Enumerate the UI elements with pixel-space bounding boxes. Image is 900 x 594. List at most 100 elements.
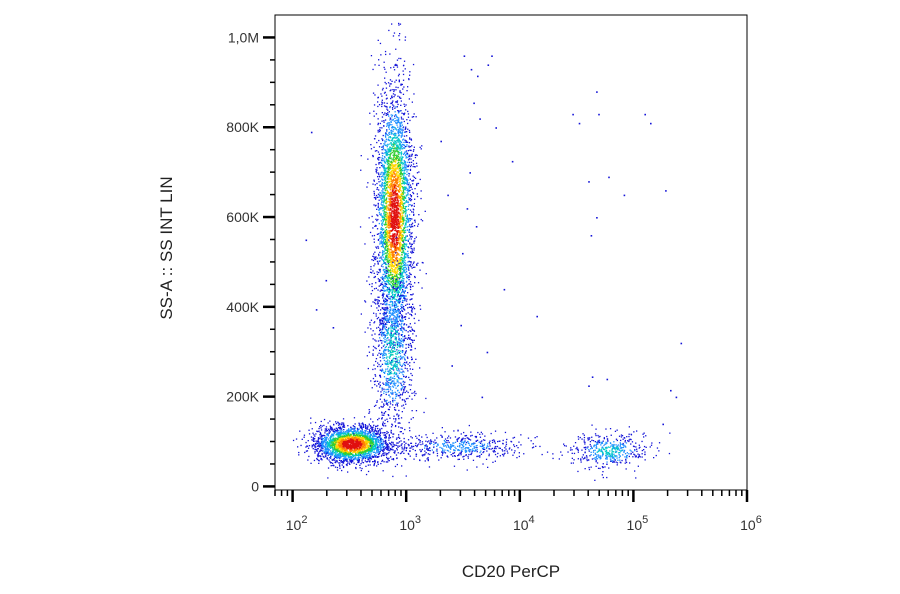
event-dot: [340, 443, 342, 445]
event-dot: [393, 212, 395, 214]
event-dot: [401, 365, 403, 368]
event-dot: [362, 439, 364, 442]
event-dot: [350, 433, 352, 435]
event-dot: [403, 361, 406, 364]
event-dot: [387, 175, 389, 177]
event-dot: [400, 231, 402, 233]
event-dot: [392, 253, 395, 255]
event-dot: [369, 436, 371, 438]
event-dot: [358, 445, 360, 447]
event-dot: [348, 436, 350, 438]
event-dot: [386, 144, 388, 146]
event-dot: [295, 438, 298, 440]
event-dot: [403, 292, 405, 294]
event-dot: [389, 206, 391, 208]
event-dot: [367, 425, 369, 427]
event-dot: [391, 138, 394, 140]
event-dot: [417, 225, 419, 227]
event-dot: [334, 428, 336, 430]
event-dot: [400, 334, 403, 336]
event-dot: [341, 423, 343, 425]
event-dot: [334, 440, 336, 442]
event-dot: [374, 339, 376, 341]
event-dot: [402, 257, 404, 260]
event-dot: [348, 445, 350, 447]
event-dot: [400, 249, 402, 251]
event-dot: [378, 271, 380, 274]
event-dot: [386, 212, 388, 214]
event-dot: [398, 234, 400, 236]
event-dot: [388, 446, 390, 449]
event-dot: [389, 290, 391, 292]
event-dot: [394, 301, 396, 304]
event-dot: [363, 444, 366, 447]
event-dot: [385, 249, 388, 251]
event-dot: [389, 274, 391, 277]
event-dot: [363, 426, 365, 428]
event-dot: [388, 169, 391, 171]
event-dot: [327, 448, 329, 451]
event-dot: [361, 434, 363, 436]
event-dot: [365, 424, 367, 427]
event-dot: [383, 259, 385, 261]
event-dot: [391, 288, 393, 291]
event-dot: [393, 32, 396, 34]
event-dot: [384, 275, 387, 278]
event-dot: [370, 55, 373, 57]
event-dot: [393, 140, 396, 142]
event-dot: [327, 434, 330, 436]
event-dot: [397, 202, 400, 205]
event-dot: [363, 425, 365, 427]
event-dot: [390, 114, 392, 116]
event-dot: [344, 450, 347, 452]
event-dot: [403, 327, 405, 329]
event-dot: [344, 439, 346, 441]
event-dot: [398, 139, 400, 141]
event-dot: [392, 126, 394, 128]
event-dot: [393, 126, 395, 128]
event-dot: [326, 436, 328, 439]
event-dot: [391, 158, 393, 160]
event-dot: [379, 312, 381, 315]
event-dot: [397, 213, 399, 215]
event-dot: [377, 450, 380, 452]
event-dot: [350, 460, 353, 463]
event-dot: [373, 433, 375, 435]
event-dot: [402, 204, 404, 207]
event-dot: [400, 145, 402, 147]
event-dot: [388, 339, 390, 341]
event-dot: [363, 443, 365, 445]
event-dot: [404, 68, 406, 70]
event-dot: [386, 267, 388, 269]
event-dot: [389, 139, 391, 142]
event-dot: [383, 208, 386, 210]
event-dot: [360, 439, 363, 441]
event-dot: [396, 296, 398, 298]
event-dot: [321, 434, 323, 437]
event-dot: [405, 304, 407, 306]
event-dot: [369, 437, 371, 439]
event-dot: [404, 192, 406, 194]
event-dot: [392, 164, 394, 166]
event-dot: [370, 293, 372, 295]
event-dot: [319, 450, 321, 452]
event-dot: [381, 184, 383, 186]
event-dot: [332, 459, 334, 461]
event-dot: [402, 370, 404, 372]
event-dot: [367, 453, 369, 455]
event-dot: [401, 262, 403, 264]
event-dot: [391, 266, 393, 268]
event-dot: [332, 434, 334, 436]
event-dot: [319, 438, 321, 440]
event-dot: [398, 131, 400, 134]
event-dot: [412, 116, 415, 118]
event-dot: [382, 139, 384, 142]
event-dot: [346, 464, 348, 467]
event-dot: [331, 428, 333, 430]
event-dot: [400, 177, 402, 179]
event-dot: [389, 117, 391, 119]
event-dot: [339, 457, 341, 459]
event-dot: [392, 260, 395, 263]
event-dot: [395, 133, 397, 135]
event-dot: [398, 262, 400, 264]
